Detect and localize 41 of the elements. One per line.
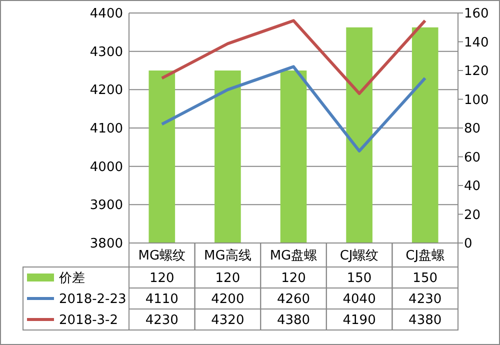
- data-label: 4190: [342, 313, 376, 328]
- y-tick-label: 4200: [90, 83, 123, 98]
- y-tick-label: 4400: [90, 6, 123, 22]
- data-label: 4380: [276, 313, 310, 328]
- y-tick-label: 4100: [90, 122, 123, 137]
- data-label: 4320: [211, 313, 244, 328]
- x-tick-label: CJ盘螺: [406, 248, 445, 264]
- y2-tick-label: 100: [464, 92, 489, 108]
- data-label: 120: [149, 271, 174, 286]
- y2-tick-label: 20: [464, 208, 481, 223]
- data-label: 4230: [408, 292, 442, 308]
- data-label: 4040: [342, 292, 376, 308]
- data-label: 4200: [211, 292, 244, 308]
- data-label: 4230: [145, 313, 178, 328]
- data-label: 4260: [276, 292, 310, 308]
- y2-tick-label: 160: [464, 6, 489, 22]
- y2-tick-label: 80: [464, 122, 481, 137]
- line-series: [160, 19, 427, 95]
- data-label: 150: [346, 271, 372, 286]
- data-label: 4380: [408, 313, 442, 328]
- y2-tick-label: 40: [464, 179, 481, 194]
- legend-label: 2018-2-23: [59, 292, 126, 308]
- y2-tick-label: 60: [464, 150, 481, 166]
- legend-label: 2018-3-2: [59, 313, 118, 328]
- y2-tick-label: 120: [464, 64, 489, 80]
- y-tick-label: 3900: [90, 198, 123, 214]
- data-label: 120: [215, 271, 240, 286]
- y2-tick-label: 140: [464, 35, 489, 50]
- y-tick-label: 3800: [90, 236, 123, 252]
- y-tick-label: 4300: [90, 44, 123, 60]
- x-tick-label: CJ螺纹: [340, 248, 379, 264]
- y-tick-label: 4000: [90, 160, 123, 175]
- x-tick-label: MG螺纹: [138, 248, 186, 264]
- line-series: [160, 65, 427, 152]
- y2-tick-label: 0: [464, 236, 472, 252]
- data-label: 4110: [145, 292, 178, 308]
- x-tick-label: MG高线: [204, 248, 252, 264]
- data-label: 150: [412, 271, 438, 286]
- data-label: 120: [281, 271, 306, 286]
- x-tick-label: MG盘螺: [270, 248, 318, 264]
- legend-label: 价差: [58, 271, 85, 286]
